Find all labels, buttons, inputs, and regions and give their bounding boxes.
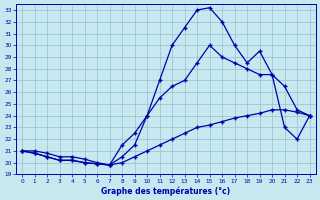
X-axis label: Graphe des températures (°c): Graphe des températures (°c) xyxy=(101,186,230,196)
